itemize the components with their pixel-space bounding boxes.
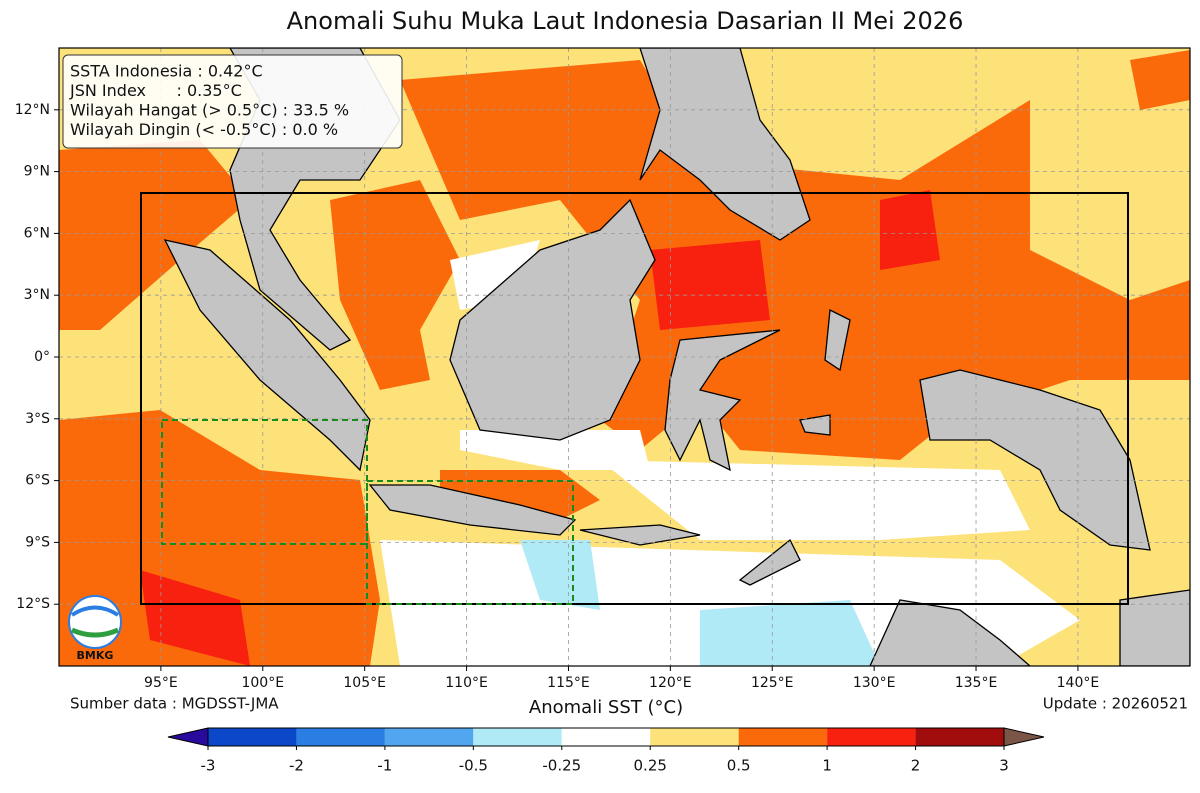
colorbar-segment [738, 728, 828, 746]
colorbar-segment [561, 728, 651, 746]
x-tick-label: 140°E [1057, 675, 1100, 691]
colorbar-segment [650, 728, 739, 746]
info-line: JSN Index : 0.35°C [69, 81, 242, 100]
hot-area [140, 190, 940, 666]
map-frame [58, 47, 1191, 667]
colorbar-tick-label: 1 [822, 757, 832, 775]
info-line: Wilayah Hangat (> 0.5°C) : 33.5 % [70, 101, 349, 120]
y-tick-label: 9°N [24, 164, 50, 180]
region-box [161, 419, 368, 545]
colorbar-under [167, 727, 209, 747]
info-box [62, 54, 403, 149]
update: Update : 20260521 [1043, 695, 1188, 713]
colorbar-tick-label: -0.25 [542, 757, 581, 775]
colorbar-tick-label: -0.5 [459, 757, 488, 775]
x-tick-label: 100°E [241, 675, 284, 691]
colorbar-tick-label: 3 [999, 757, 1009, 775]
info-line: Wilayah Dingin (< -0.5°C) : 0.0 % [70, 120, 338, 139]
x-tick-label: 105°E [343, 675, 386, 691]
x-tick-label: 95°E [144, 675, 178, 691]
y-tick-label: 12°S [16, 596, 50, 612]
logo-text: BMKG [77, 649, 114, 662]
colorbar-segment [296, 728, 385, 746]
y-tick-label: 12°N [15, 102, 50, 118]
source: Sumber data : MGDSST-JMA [70, 695, 279, 713]
y-tick-label: 6°S [25, 473, 50, 489]
y-tick-label: 3°N [24, 287, 50, 303]
colorbar-over [1003, 727, 1045, 747]
y-tick-label: 6°N [24, 225, 50, 241]
colorbar-label: Anomali SST (°C) [529, 697, 683, 718]
x-tick-label: 135°E [955, 675, 998, 691]
y-tick-label: 0° [34, 349, 50, 365]
cool-area [520, 540, 880, 666]
colorbar-tick-label: 2 [911, 757, 921, 775]
colorbar-tick-label: 0.5 [727, 757, 751, 775]
x-tick-label: 115°E [547, 675, 590, 691]
info-line: SSTA Indonesia : 0.42°C [70, 62, 263, 81]
colorbar-tick-label: -1 [377, 757, 392, 775]
x-tick-label: 110°E [445, 675, 488, 691]
x-tick-label: 130°E [853, 675, 896, 691]
colorbar-segment [827, 728, 916, 746]
anomaly-field [59, 48, 1190, 666]
colorbar-segment [473, 728, 562, 746]
y-tick-label: 9°S [25, 534, 50, 550]
region-box [366, 480, 574, 605]
colorbar-segment [208, 728, 297, 746]
logo: BMKG [68, 595, 122, 662]
x-tick-label: 125°E [751, 675, 794, 691]
colorbar-frame [207, 727, 1005, 747]
colorbar-segment [384, 728, 474, 746]
colorbar-tick-label: 0.25 [634, 757, 667, 775]
title: Anomali Suhu Muka Laut Indonesia Dasaria… [287, 7, 964, 35]
warm-area [59, 50, 1190, 666]
colorbar-segment [915, 728, 1004, 746]
colorbar-tick-label: -2 [289, 757, 304, 775]
x-tick-label: 120°E [649, 675, 692, 691]
colorbar-tick-label: -3 [201, 757, 216, 775]
analysis-box [140, 192, 1129, 605]
y-tick-label: 3°S [25, 411, 50, 427]
